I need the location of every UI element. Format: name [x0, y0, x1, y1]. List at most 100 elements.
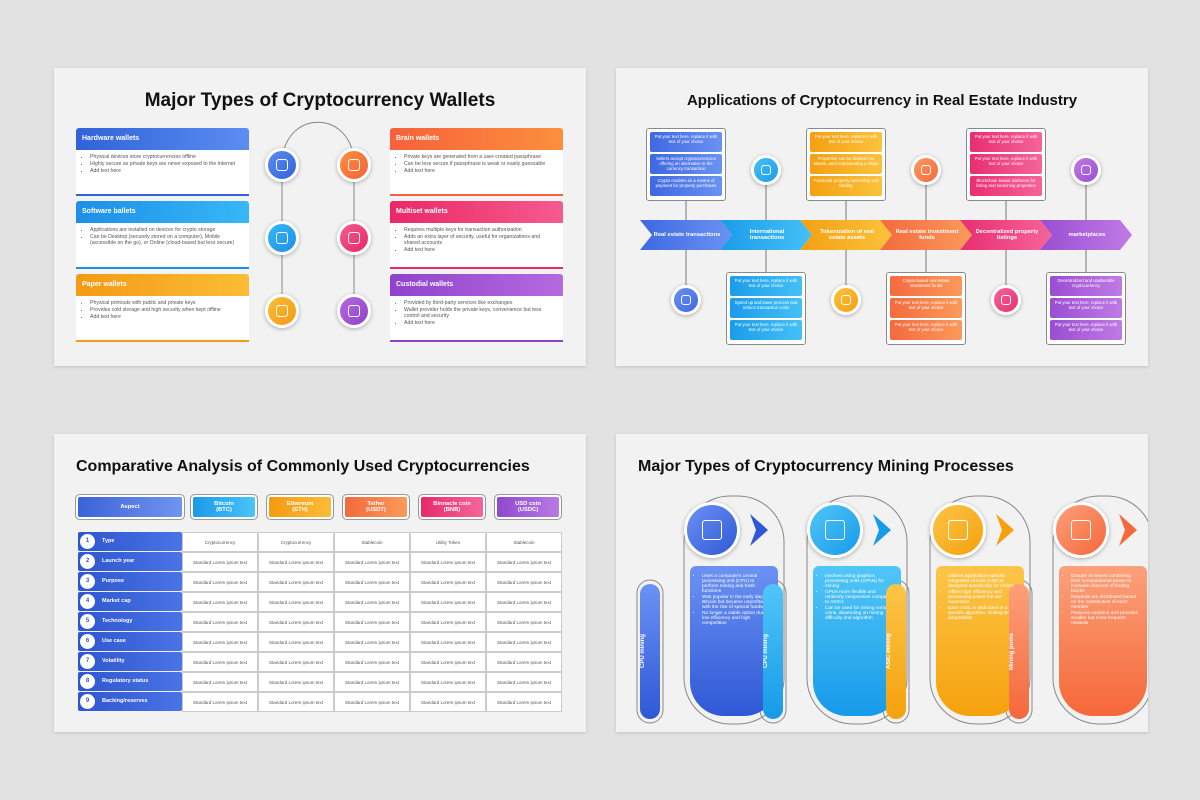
- icon-circle: [807, 502, 863, 558]
- header-name: Tether: [367, 501, 385, 507]
- row-aspect: Launch year: [78, 552, 182, 571]
- card-header: Brain wallets: [390, 128, 563, 150]
- notes-box: Crypto-based real estate investment fund…: [886, 272, 966, 345]
- row-aspect: Technology: [78, 612, 182, 631]
- header-name: Binnacle coin: [433, 501, 471, 507]
- card-outline: [929, 495, 1031, 725]
- table-cell: Standard Lorem ipsum text: [182, 612, 258, 632]
- table-cell: Standard Lorem ipsum text: [334, 652, 410, 672]
- chevron: [720, 220, 812, 250]
- header-name: Aspect: [120, 504, 140, 510]
- row-aspect: Regulatory status: [78, 672, 182, 691]
- table-cell: Standard Lorem ipsum text: [334, 552, 410, 572]
- bullet: Provided by third-party services like ex…: [404, 300, 557, 306]
- bullet-list: Requires multiple keys for transaction a…: [390, 223, 563, 253]
- header-sub: (USDT): [366, 507, 386, 513]
- vertical-pill: CPU mining: [763, 584, 783, 719]
- row-number: 1: [80, 534, 95, 549]
- note: Properties can be divided into tokens, e…: [810, 154, 882, 174]
- connectors: [640, 185, 1132, 285]
- icon-circle: [751, 155, 781, 185]
- card-body: Private keys are generated from a user-c…: [390, 150, 563, 196]
- bullet: Utilizes application-specific integrated…: [948, 574, 1018, 589]
- vertical-pill: CPU mining: [640, 584, 660, 719]
- icon-glyph: [825, 520, 845, 540]
- icon-glyph: [276, 232, 288, 244]
- slide-title: Applications of Cryptocurrency in Real E…: [686, 92, 1078, 109]
- icon-circle: [911, 155, 941, 185]
- bullet-list: Groups of miners combining their computa…: [1059, 566, 1147, 626]
- row-number: 2: [80, 554, 95, 569]
- row-aspect: Backing/reserves: [78, 692, 182, 711]
- bullet: Wallet provider holds the private keys, …: [404, 307, 557, 319]
- bullet-list: Physical devices store cryptocurrencies …: [76, 150, 249, 174]
- table-cell: Standard Lorem ipsum text: [334, 572, 410, 592]
- real-estate-slide: Applications of Cryptocurrency in Real E…: [616, 68, 1148, 366]
- chevron: [640, 220, 732, 250]
- icon-circle: [991, 285, 1021, 315]
- card-body: Groups of miners combining their computa…: [1059, 566, 1147, 716]
- bullet: Private keys are generated from a user-c…: [404, 154, 557, 160]
- note: Put your text here, replace it with text…: [1050, 320, 1122, 340]
- table-cell: Standard Lorem ipsum text: [182, 592, 258, 612]
- row-number: 6: [80, 634, 95, 649]
- icon-glyph: [348, 232, 360, 244]
- note: Speed up and lower process and reduce tr…: [730, 298, 802, 318]
- icon-circle: [684, 502, 740, 558]
- bullet: Reduces variance and provides smaller bu…: [1071, 611, 1141, 626]
- bullet: GPUs more flexible and relatively inexpe…: [825, 590, 895, 605]
- vertical-pill: ASIC mining: [886, 584, 906, 719]
- table-cell: Standard Lorem ipsum text: [258, 692, 334, 712]
- arrow: [750, 514, 768, 546]
- slide-title: Major Types of Cryptocurrency Mining Pro…: [638, 458, 1014, 475]
- bullet: Provides cold storage and high security …: [90, 307, 243, 313]
- icon-circle: [337, 221, 371, 255]
- table-cell: Standard Lorem ipsum text: [182, 652, 258, 672]
- column-header: Binnacle coin (BNB): [421, 497, 483, 517]
- icon-glyph: [841, 295, 851, 305]
- table-cell: Standard Lorem ipsum text: [334, 612, 410, 632]
- note: Put your text here, replace it with text…: [890, 320, 962, 340]
- table-cell: Standard Lorem ipsum text: [334, 672, 410, 692]
- icon-glyph: [702, 520, 722, 540]
- table-cell: Standard Lorem ipsum text: [258, 572, 334, 592]
- notes-box: Put your text here, replace it with text…: [806, 128, 886, 201]
- icon-glyph: [1001, 295, 1011, 305]
- column-header: Aspect: [78, 497, 182, 517]
- bullet: Add text here: [404, 320, 557, 326]
- icon-circle: [671, 285, 701, 315]
- column-header: Tether (USDT): [345, 497, 407, 517]
- card-header: Hardware wallets: [76, 128, 249, 150]
- bullet-list: Uses a computer's central processing uni…: [690, 566, 778, 626]
- header-sub: (BTC): [216, 507, 232, 513]
- bullet-list: Provided by third-party services like ex…: [390, 296, 563, 326]
- table-cell: Standard Lorem ipsum text: [334, 692, 410, 712]
- chevron: [880, 220, 972, 250]
- row-number: 8: [80, 674, 95, 689]
- bullet: Add text here: [90, 168, 243, 174]
- icon-circle: [831, 285, 861, 315]
- bullet-list: Physical printouts with public and priva…: [76, 296, 249, 320]
- card-outline: [683, 495, 785, 725]
- notes-box: Put your text here, replace it with text…: [726, 272, 806, 345]
- card-body: Applications are installed on devices fo…: [76, 223, 249, 269]
- header-name: USD coin: [515, 501, 541, 507]
- row-number: 5: [80, 614, 95, 629]
- table-cell: Standard Lorem ipsum text: [182, 672, 258, 692]
- note: Decentralized and unalterable cryptocurr…: [1050, 276, 1122, 296]
- pill-label: CPU mining: [763, 634, 769, 669]
- table-cell: Standard Lorem ipsum text: [410, 612, 486, 632]
- table-cell: Standard Lorem ipsum text: [258, 552, 334, 572]
- row-aspect: Type: [78, 532, 182, 551]
- icon-glyph: [348, 305, 360, 317]
- comparison-slide: Comparative Analysis of Commonly Used Cr…: [54, 434, 586, 732]
- bullet: Offers high efficiency and processing po…: [948, 590, 1018, 605]
- header-sub: (USDC): [517, 507, 539, 513]
- note: Put your text here, replace it with text…: [970, 154, 1042, 174]
- table-cell: Standard Lorem ipsum text: [182, 692, 258, 712]
- icon-glyph: [681, 295, 691, 305]
- card-header: Multiset wallets: [390, 201, 563, 223]
- bullet: Was popular in the early days of Bitcoin…: [702, 595, 772, 610]
- bullet-list: Applications are installed on devices fo…: [76, 223, 249, 246]
